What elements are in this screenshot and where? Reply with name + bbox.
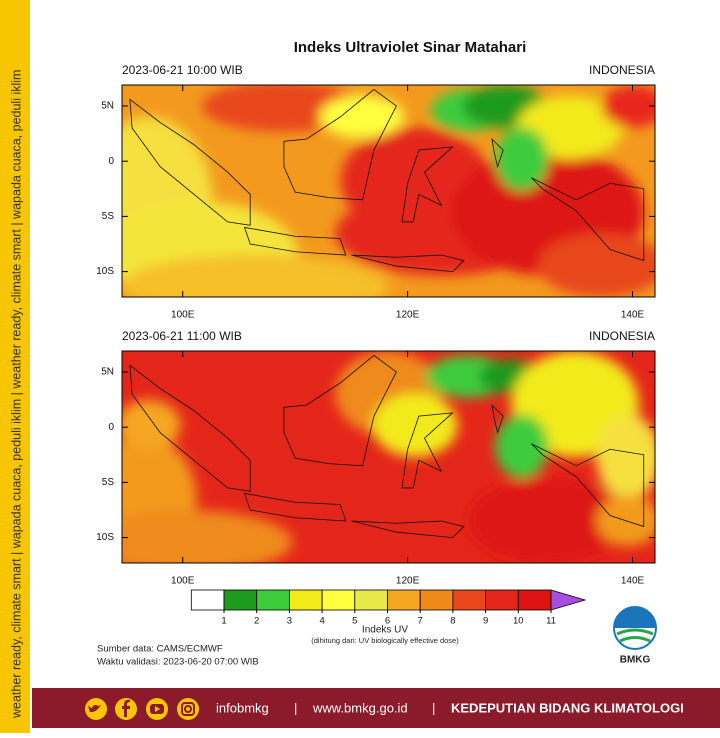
colorbar-box xyxy=(256,589,290,611)
y-tick-label: 5N xyxy=(101,101,114,112)
x-tick-label: 120E xyxy=(396,310,420,321)
coastline xyxy=(491,137,504,169)
y-tick-label: 5N xyxy=(101,367,114,378)
colorbar-tick-label: 9 xyxy=(483,616,488,627)
uv-field xyxy=(122,85,655,297)
colorbar-tick-label: 7 xyxy=(418,616,423,627)
panel-region: INDONESIA xyxy=(589,329,655,343)
x-tick-label: 120E xyxy=(396,576,420,587)
uv-field-blob xyxy=(319,95,405,138)
uv-field xyxy=(122,351,655,563)
sidebar xyxy=(0,0,30,733)
title: Indeks Ultraviolet Sinar Matahari xyxy=(294,39,527,56)
map-panel: 2023-06-21 10:00 WIB INDONESIA 100E 120E 140… xyxy=(96,63,656,321)
separator: | xyxy=(432,700,435,715)
colorbar-tick-label: 10 xyxy=(513,616,524,627)
uv-field-blob xyxy=(495,127,549,191)
source: Sumber data: CAMS/ECMWF xyxy=(97,644,223,655)
coastline xyxy=(351,520,465,539)
logo-text: BMKG xyxy=(620,655,651,666)
uv-field-blob xyxy=(596,495,655,547)
coastline xyxy=(129,98,251,226)
colorbar-extend xyxy=(550,589,587,611)
y-tick-label: 5S xyxy=(102,477,115,488)
maps: 2023-06-21 10:00 WIB INDONESIA 100E 120E 140… xyxy=(96,63,656,587)
colorbar-tick-label: 2 xyxy=(254,616,259,627)
coastline xyxy=(531,443,645,528)
coastline xyxy=(129,364,251,492)
uv-field-blob xyxy=(495,414,549,479)
social-icons xyxy=(85,698,199,720)
coastline xyxy=(401,146,454,223)
colorbar-box xyxy=(419,589,454,611)
x-tick-label: 100E xyxy=(171,310,195,321)
colorbar-box xyxy=(485,589,519,611)
colorbar-tick-label: 3 xyxy=(287,616,292,627)
colorbar-tick-label: 1 xyxy=(221,616,226,627)
colorbar-box xyxy=(517,589,552,611)
colorbar-tick-label: 5 xyxy=(352,616,357,627)
sidebar-text: weather ready, climate smart | wapada cu… xyxy=(9,70,23,719)
colorbar-tick-label: 11 xyxy=(546,616,556,627)
x-tick-label: 100E xyxy=(171,576,195,587)
coastline xyxy=(243,226,347,256)
panel-region: INDONESIA xyxy=(589,63,655,77)
colorbar: 1 2 3 4 5 6 7 8 9 10 11 xyxy=(190,589,587,627)
uv-field-blob xyxy=(601,85,655,128)
colorbar-label: Indeks UV xyxy=(362,625,408,636)
coastline xyxy=(531,177,645,262)
y-tick-label: 10S xyxy=(96,532,114,543)
y-tick-label: 0 xyxy=(108,422,114,433)
separator: | xyxy=(294,700,297,715)
colorbar-tick-label: 6 xyxy=(385,616,390,627)
colorbar-tick-label: 8 xyxy=(450,616,455,627)
map-frame xyxy=(121,84,656,298)
social-handle: infobmkg xyxy=(216,700,269,715)
colorbar-box xyxy=(223,589,258,611)
panel-time: 2023-06-21 10:00 WIB xyxy=(122,63,243,77)
colorbar-box xyxy=(387,589,421,611)
uv-field-blob xyxy=(596,414,655,500)
map-frame xyxy=(121,350,656,564)
colorbar-tick-label: 4 xyxy=(319,616,324,627)
colorbar-note: (dihitung dari: UV biologically effectiv… xyxy=(311,636,459,645)
uv-field-blob xyxy=(372,393,458,458)
colorbar-box xyxy=(354,589,388,611)
colorbar-box xyxy=(190,589,225,611)
y-tick-label: 0 xyxy=(108,156,114,167)
y-tick-label: 10S xyxy=(96,266,114,277)
coastline xyxy=(283,354,397,467)
website: www.bmkg.go.id xyxy=(312,700,408,715)
coastline xyxy=(491,403,504,435)
uv-field-blob xyxy=(122,399,181,451)
y-tick-label: 5S xyxy=(102,211,115,222)
colorbar-box xyxy=(452,589,486,611)
department: KEDEPUTIAN BIDANG KLIMATOLOGI xyxy=(451,700,684,715)
map-panel: 2023-06-21 11:00 WIB INDONESIA 100E 120E 140… xyxy=(96,329,656,587)
validity: Waktu validasi: 2023-06-20 07:00 WIB xyxy=(97,657,259,668)
panel-time: 2023-06-21 11:00 WIB xyxy=(122,329,242,343)
bmkg-logo: BMKG xyxy=(613,606,657,666)
uv-field-blob xyxy=(537,233,655,297)
coastline xyxy=(283,88,397,201)
x-tick-label: 140E xyxy=(621,576,645,587)
colorbar-box xyxy=(321,589,356,611)
coastline xyxy=(401,412,454,489)
uv-field-blob xyxy=(122,510,293,563)
coastline xyxy=(243,492,347,522)
uv-field-blobs xyxy=(122,85,655,297)
coastline xyxy=(351,254,465,273)
x-tick-label: 140E xyxy=(621,310,645,321)
uv-field-blob xyxy=(468,478,629,563)
colorbar-box xyxy=(288,589,323,611)
uv-field-blob xyxy=(122,254,389,297)
